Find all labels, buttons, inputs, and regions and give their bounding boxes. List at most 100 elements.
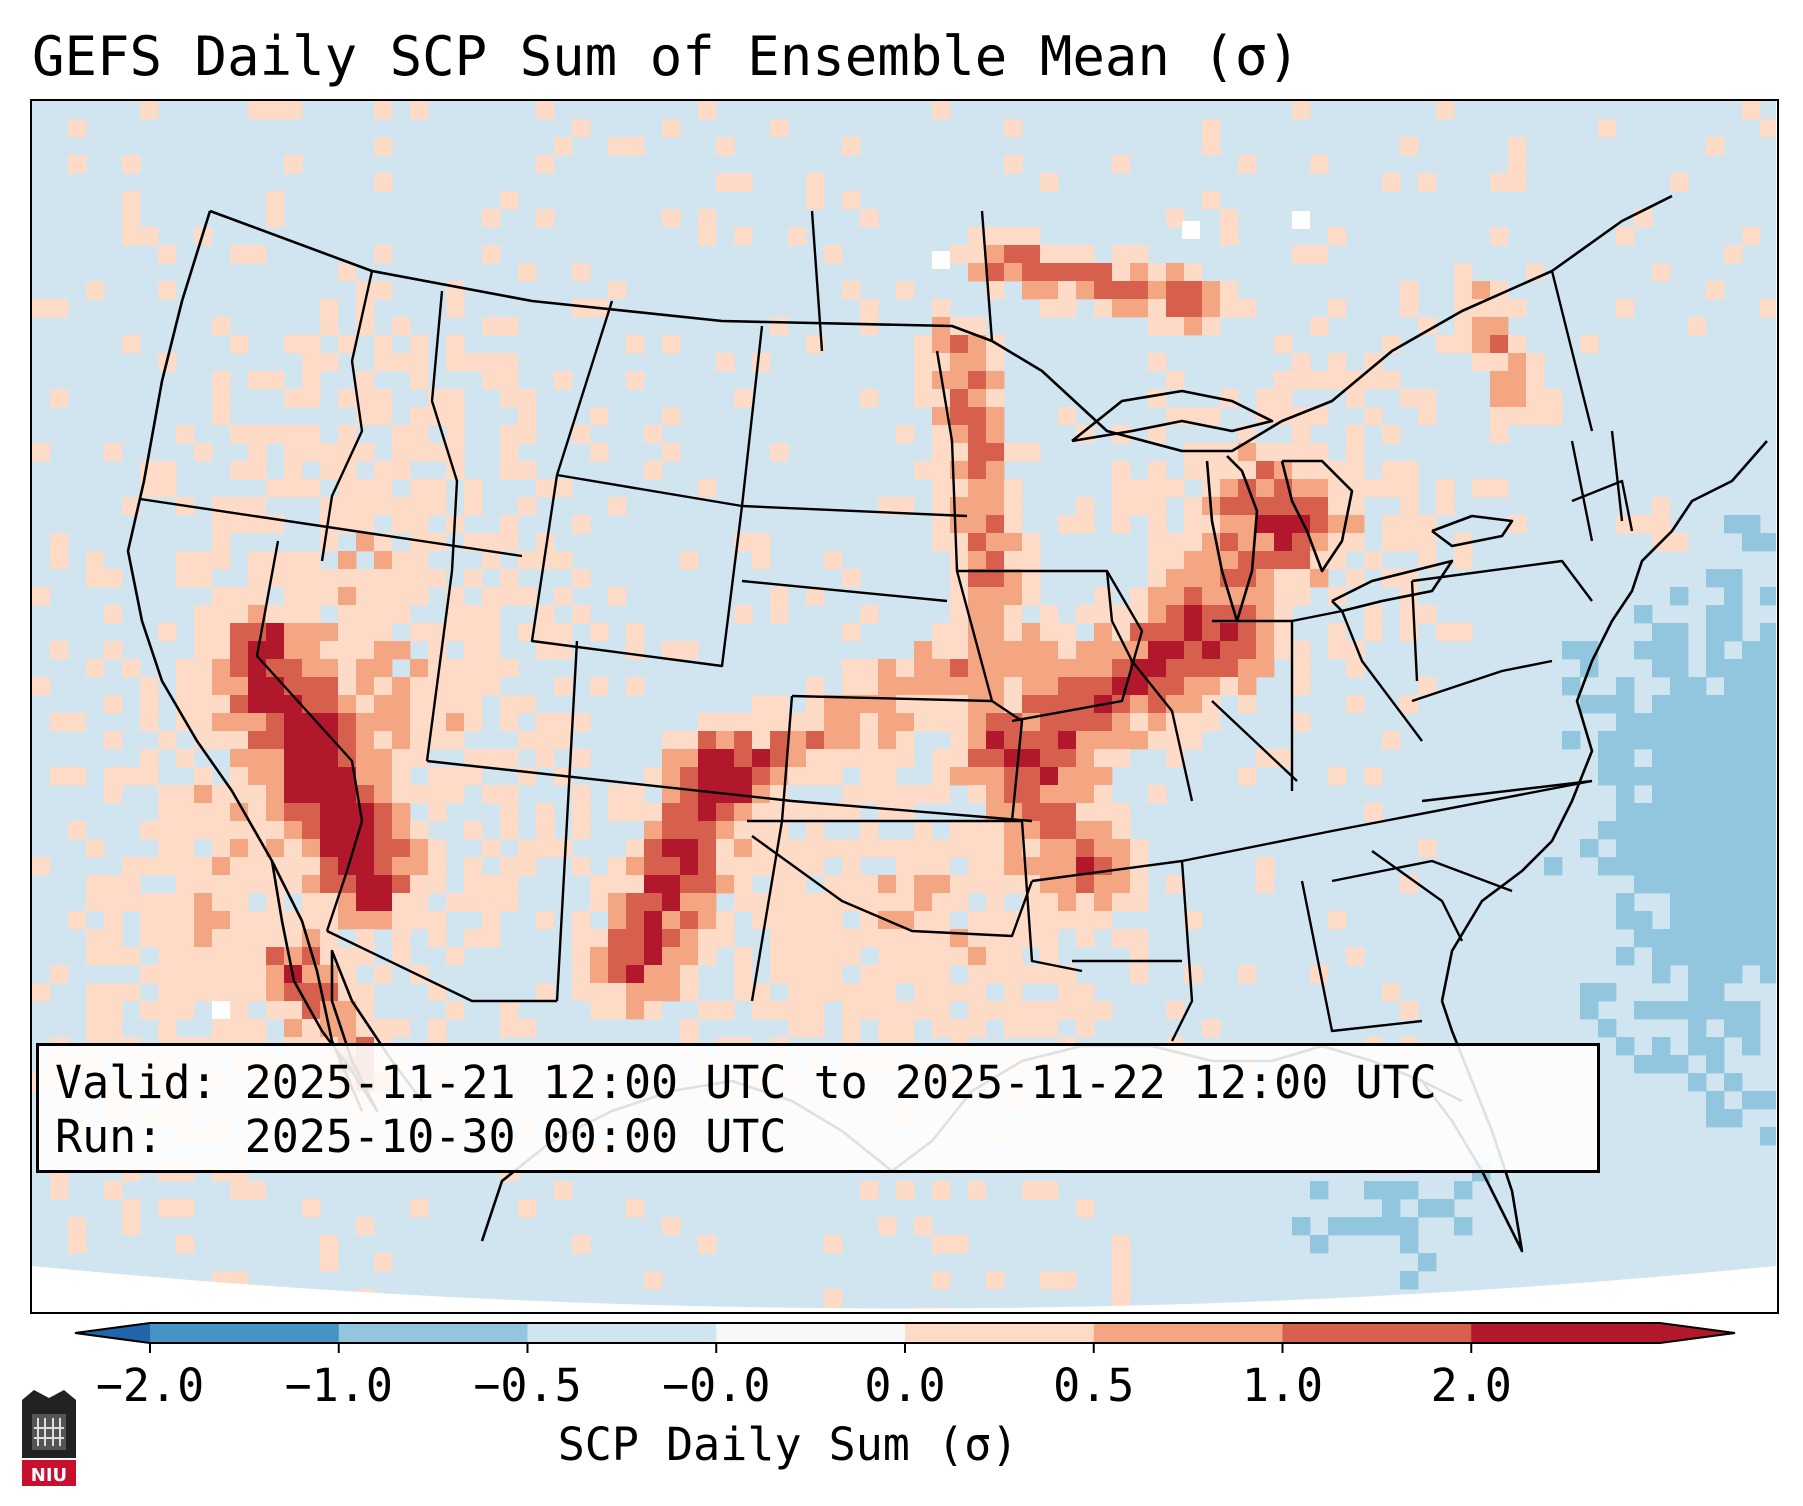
scp-cell (176, 1235, 195, 1254)
scp-cell (1112, 1235, 1131, 1254)
scp-cell (1094, 299, 1113, 318)
scp-cell (806, 1001, 825, 1020)
scp-cell (1004, 875, 1023, 894)
scp-cell (1022, 1019, 1041, 1038)
scp-cell (428, 875, 447, 894)
scp-cell (1328, 911, 1347, 930)
scp-cell (644, 821, 663, 840)
scp-cell (1688, 731, 1707, 750)
scp-cell (1382, 461, 1401, 480)
scp-cell (824, 749, 843, 768)
scp-cell (1724, 947, 1743, 966)
colorbar-bins (150, 1323, 1661, 1343)
scp-cell (806, 587, 825, 606)
scp-cell (1418, 1253, 1437, 1272)
scp-cell (968, 875, 987, 894)
scp-cell (626, 677, 645, 696)
scp-cell (1076, 695, 1095, 714)
scp-cell (860, 317, 879, 336)
scp-cell (1112, 1253, 1131, 1272)
scp-cell (1688, 317, 1707, 336)
scp-cell (968, 371, 987, 390)
scp-cell (896, 659, 915, 678)
scp-cell (698, 929, 717, 948)
scp-cell (122, 1199, 141, 1218)
colorbar-ticks: −2.0 −1.0 −0.5 −0.0 0.0 0.5 1.0 2.0 (96, 1343, 1512, 1412)
scp-cell (1760, 947, 1776, 966)
scp-cell (1760, 893, 1776, 912)
scp-cell (662, 335, 681, 354)
scp-cell (32, 587, 51, 606)
scp-cell (986, 605, 1005, 624)
colorbar-tick-label: 0.0 (864, 1359, 945, 1412)
colorbar-tick-label: 0.5 (1053, 1359, 1134, 1412)
scp-cell (734, 803, 753, 822)
scp-cell (1130, 875, 1149, 894)
scp-cell (932, 299, 951, 318)
scp-cell (464, 893, 483, 912)
scp-cell (374, 641, 393, 660)
scp-cell (122, 497, 141, 516)
scp-cell (1004, 839, 1023, 858)
scp-cell (1652, 767, 1671, 786)
scp-cell (932, 839, 951, 858)
scp-cell (950, 749, 969, 768)
scp-cell (1040, 659, 1059, 678)
scp-cell (1652, 263, 1671, 282)
scp-cell (428, 695, 447, 714)
scp-cell (410, 695, 429, 714)
scp-cell (1382, 1199, 1401, 1218)
scp-cell (356, 713, 375, 732)
scp-cell (1634, 515, 1653, 534)
scp-cell (428, 839, 447, 858)
scp-cell (1544, 407, 1563, 426)
scp-cell (230, 677, 249, 696)
scp-cell (266, 767, 285, 786)
scp-cell (248, 713, 267, 732)
scp-cell (1148, 587, 1167, 606)
scp-cell (1742, 857, 1761, 876)
scp-cell (1094, 641, 1113, 660)
scp-cell (1076, 281, 1095, 300)
scp-cell (1418, 533, 1437, 552)
scp-cell (266, 821, 285, 840)
scp-cell (1256, 587, 1275, 606)
scp-cell (1400, 389, 1419, 408)
scp-cell (284, 821, 303, 840)
scp-cell (590, 623, 609, 642)
scp-cell (122, 155, 141, 174)
scp-cell (680, 785, 699, 804)
scp-cell (1346, 569, 1365, 588)
scp-cell (536, 623, 555, 642)
scp-cell (1454, 263, 1473, 282)
scp-cell (968, 389, 987, 408)
scp-cell (860, 929, 879, 948)
scp-cell (1112, 857, 1131, 876)
scp-cell (1094, 911, 1113, 930)
scp-cell (698, 785, 717, 804)
scp-cell (968, 245, 987, 264)
scp-cell (302, 623, 321, 642)
scp-cell (680, 965, 699, 984)
scp-cell (1058, 713, 1077, 732)
scp-cell (266, 479, 285, 498)
scp-cell (158, 1199, 177, 1218)
scp-cell (932, 461, 951, 480)
scp-cell (1022, 641, 1041, 660)
scp-cell (1094, 677, 1113, 696)
scp-cell (1058, 281, 1077, 300)
scp-cell (1688, 821, 1707, 840)
scp-cell (590, 407, 609, 426)
scp-cell (1022, 443, 1041, 462)
scp-cell (662, 785, 681, 804)
scp-cell (1328, 299, 1347, 318)
scp-cell (1202, 137, 1221, 156)
scp-cell (500, 587, 519, 606)
scp-cell (626, 335, 645, 354)
scp-cell (50, 533, 69, 552)
scp-cell (1688, 767, 1707, 786)
scp-cell (392, 767, 411, 786)
scp-cell (608, 137, 627, 156)
scp-cell (1400, 1271, 1419, 1290)
scp-cell (1688, 677, 1707, 696)
